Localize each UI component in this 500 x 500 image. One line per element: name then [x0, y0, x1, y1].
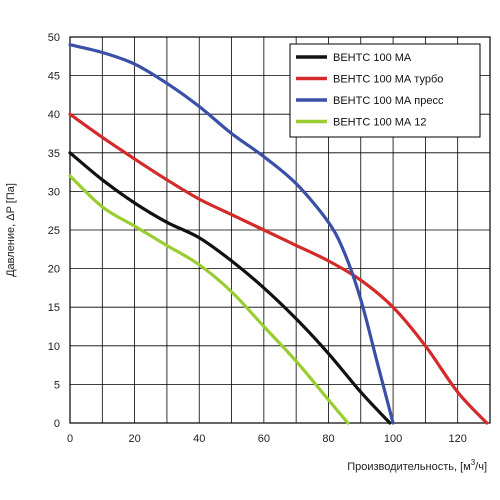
x-tick-label: 120 [449, 433, 467, 445]
series-2-line [68, 112, 489, 425]
tick-labels: 0 20 40 60 80 100 120 0 5 10 15 20 25 30 35 40 45 50 [48, 32, 467, 445]
y-tick-label: 25 [48, 225, 60, 237]
y-tick-label: 15 [48, 302, 60, 314]
series-lines [68, 43, 489, 425]
series-3-legend-label: ВЕНТС 100 МА пресс [333, 95, 444, 107]
x-tick-label: 100 [384, 433, 402, 445]
legend: ВЕНТС 100 МА ВЕНТС 100 МА турбо ВЕНТС 100 … [289, 43, 481, 138]
series-3-line [68, 43, 395, 425]
x-tick-label: 0 [67, 433, 73, 445]
series-2-legend-label: ВЕНТС 100 МА турбо [333, 74, 443, 86]
y-tick-label: 0 [54, 418, 60, 430]
y-tick-label: 30 [48, 186, 60, 198]
series-1-line [68, 151, 392, 425]
y-tick-label: 20 [48, 264, 60, 276]
series-4-line [68, 174, 350, 425]
y-tick-label: 45 [48, 71, 60, 83]
x-axis-label: Производительность, [м3/ч] [347, 458, 487, 473]
y-axis-label: Давление, ΔP [Па] [5, 183, 17, 277]
x-tick-label: 40 [193, 433, 205, 445]
y-tick-label: 35 [48, 148, 60, 160]
series-1-legend-label: ВЕНТС 100 МА [333, 52, 412, 64]
y-tick-label: 5 [54, 379, 60, 391]
x-tick-label: 20 [128, 433, 140, 445]
plot-frame [69, 36, 491, 424]
y-tick-label: 50 [48, 32, 60, 44]
series-4-legend-label: ВЕНТС 100 МА 12 [333, 117, 427, 129]
x-tick-label: 60 [258, 433, 270, 445]
y-tick-label: 40 [48, 109, 60, 121]
x-tick-label: 80 [322, 433, 334, 445]
y-tick-label: 10 [48, 341, 60, 353]
